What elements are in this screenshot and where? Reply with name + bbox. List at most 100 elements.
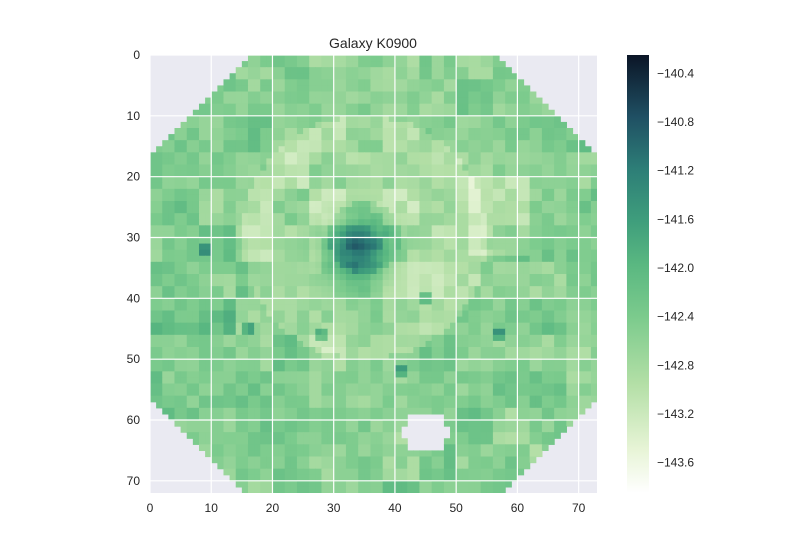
heatmap-cell: [192, 413, 200, 421]
heatmap-cell: [315, 353, 323, 360]
heatmap-cell: [419, 97, 427, 105]
heatmap-cell: [156, 274, 163, 281]
heatmap-cell: [554, 322, 561, 330]
heatmap-cell: [499, 456, 506, 464]
heatmap-cell: [339, 432, 347, 439]
heatmap-cell: [327, 243, 335, 251]
heatmap-cell: [590, 377, 597, 385]
heatmap-cell: [468, 292, 476, 299]
heatmap-cell: [260, 182, 267, 190]
heatmap-cell: [333, 128, 341, 135]
heatmap-cell: [370, 121, 378, 129]
heatmap-cell: [162, 389, 169, 397]
heatmap-cell: [260, 413, 267, 421]
heatmap-cell: [168, 347, 176, 354]
heatmap-cell: [456, 164, 463, 172]
heatmap-cell: [388, 456, 396, 464]
heatmap-cell: [235, 468, 243, 476]
heatmap-cell: [505, 438, 512, 445]
heatmap-cell: [486, 450, 494, 458]
heatmap-cell: [205, 407, 212, 415]
heatmap-cell: [303, 286, 310, 293]
heatmap-cell: [401, 79, 408, 87]
heatmap-cell: [205, 371, 212, 379]
heatmap-cell: [156, 298, 163, 306]
heatmap-cell: [517, 274, 525, 281]
heatmap-cell: [278, 353, 286, 360]
heatmap-cell: [499, 365, 506, 372]
heatmap-cell: [352, 359, 359, 366]
heatmap-cell: [241, 225, 249, 233]
heatmap-cell: [309, 79, 316, 87]
heatmap-cell: [480, 85, 488, 93]
heatmap-cell: [278, 152, 286, 160]
heatmap-cell: [431, 188, 439, 196]
heatmap-cell: [168, 340, 176, 348]
heatmap-cell: [327, 383, 335, 391]
heatmap-cell: [492, 462, 500, 470]
heatmap-cell: [480, 146, 488, 153]
heatmap-cell: [162, 280, 169, 287]
heatmap-cell: [309, 201, 316, 208]
heatmap-cell: [370, 280, 378, 287]
heatmap-cell: [229, 274, 237, 281]
heatmap-cell: [413, 121, 421, 129]
heatmap-cell: [235, 359, 243, 366]
heatmap-cell: [247, 413, 255, 421]
heatmap-cell: [437, 79, 445, 87]
heatmap-cell: [180, 304, 188, 312]
heatmap-cell: [437, 231, 445, 239]
heatmap-cell: [247, 304, 255, 312]
heatmap-cell: [456, 103, 463, 111]
heatmap-cell: [162, 274, 169, 281]
heatmap-cell: [413, 91, 421, 99]
heatmap-cell: [303, 304, 310, 312]
heatmap-cell: [431, 389, 439, 397]
heatmap-cell: [345, 237, 353, 245]
heatmap-cell: [425, 170, 433, 178]
heatmap-cell: [388, 310, 396, 318]
heatmap-cell: [437, 176, 445, 184]
heatmap-cell: [205, 182, 212, 190]
heatmap-cell: [150, 340, 157, 348]
heatmap-cell: [205, 152, 212, 160]
heatmap-cell: [431, 109, 439, 117]
heatmap-cell: [382, 176, 390, 184]
heatmap-cell: [321, 444, 329, 452]
heatmap-cell: [345, 334, 353, 342]
heatmap-cell: [211, 103, 218, 111]
heatmap-cell: [241, 231, 249, 239]
heatmap-cell: [229, 432, 237, 439]
heatmap-cell: [541, 395, 549, 403]
heatmap-cell: [272, 152, 280, 160]
heatmap-cell: [468, 474, 476, 482]
heatmap-cell: [456, 401, 463, 409]
heatmap-cell: [425, 261, 433, 269]
heatmap-cell: [223, 438, 231, 445]
heatmap-cell: [529, 140, 537, 147]
heatmap-cell: [394, 310, 402, 318]
heatmap-cell: [517, 219, 525, 226]
heatmap-cell: [450, 292, 457, 299]
heatmap-cell: [303, 261, 310, 269]
heatmap-cell: [315, 359, 323, 366]
heatmap-cell: [376, 280, 384, 287]
heatmap-cell: [247, 128, 255, 135]
heatmap-cell: [211, 194, 218, 202]
heatmap-cell: [425, 176, 433, 184]
heatmap-cell: [370, 194, 378, 202]
heatmap-cell: [364, 55, 372, 62]
heatmap-cell: [315, 237, 323, 245]
heatmap-cell: [229, 109, 237, 117]
heatmap-cell: [517, 249, 525, 257]
heatmap-cell: [584, 347, 592, 354]
heatmap-cell: [235, 480, 243, 488]
heatmap-cell: [486, 140, 494, 147]
heatmap-cell: [260, 267, 267, 275]
heatmap-cell: [431, 450, 439, 458]
heatmap-cell: [517, 462, 525, 470]
heatmap-cell: [333, 134, 341, 141]
heatmap-cell: [578, 207, 586, 214]
heatmap-cell: [523, 334, 531, 342]
heatmap-cell: [499, 207, 506, 214]
